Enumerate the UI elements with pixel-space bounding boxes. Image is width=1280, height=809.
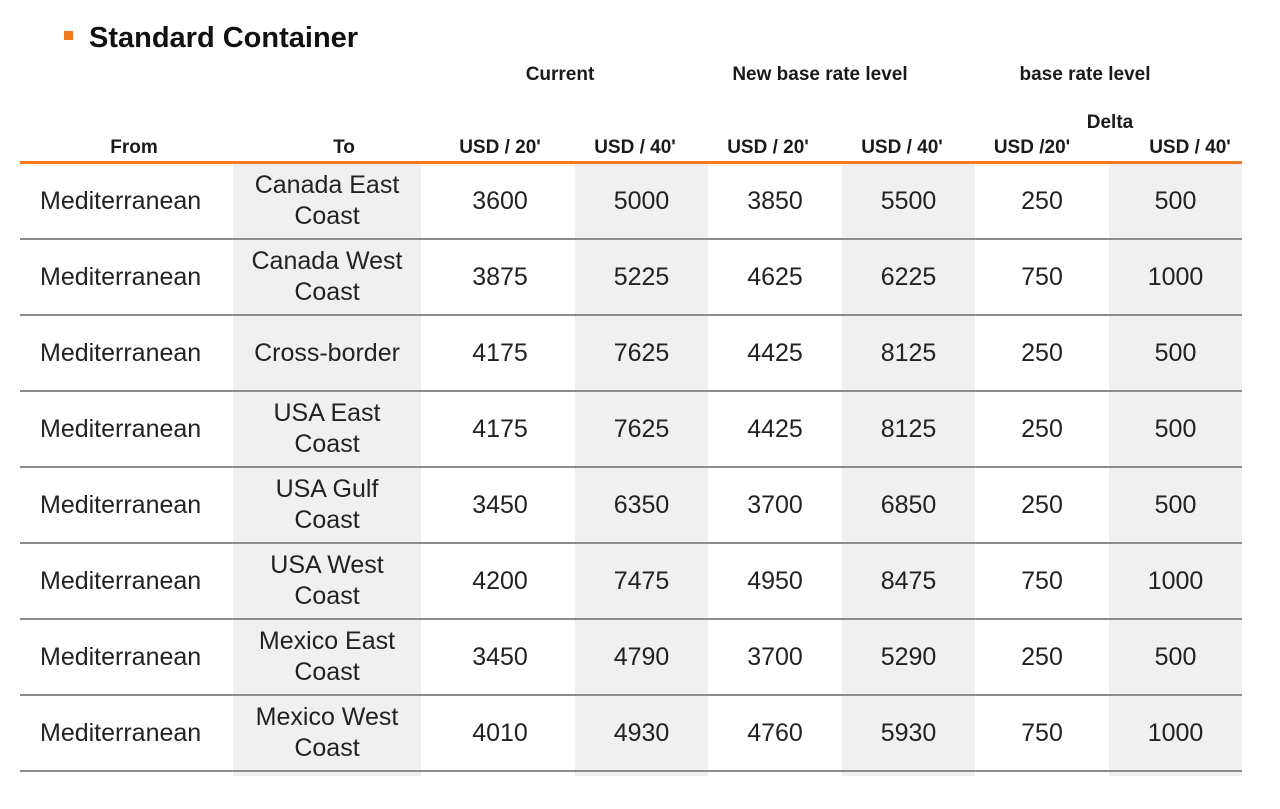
cell-current-usd20: 3450 (472, 642, 528, 671)
header-new-base-rate: New base rate level (732, 64, 908, 85)
cell-new-usd20: 4760 (747, 718, 803, 747)
cell-new-usd20: 3700 (747, 490, 803, 519)
cell-to: Mexico West Coast (255, 703, 399, 762)
cell-from: Mediterranean (40, 414, 202, 443)
table-row: Mediterranean Mexico East Coast 3450 4790 37… (20, 620, 1242, 696)
cell-delta-usd40: 500 (1154, 186, 1197, 215)
cell-current-usd40: 7475 (613, 566, 670, 595)
table-row: Mediterranean USA East Coast 4175 7625 4425 8… (20, 392, 1242, 468)
cell-current-usd40: 5225 (613, 262, 670, 291)
cell-delta-usd20: 250 (1021, 338, 1063, 367)
col-header-new-usd40: USD / 40' (861, 137, 943, 158)
cell-new-usd20: 3700 (747, 642, 803, 671)
cell-new-usd20: 4425 (747, 414, 803, 443)
page-title: Standard Container (89, 22, 359, 54)
cell-delta-usd40: 1000 (1147, 566, 1204, 595)
cell-delta-usd20: 250 (1021, 642, 1063, 671)
cell-delta-usd40: 500 (1154, 490, 1197, 519)
table-row: Mediterranean USA West Coast 4200 7475 4950 8… (20, 544, 1242, 620)
header-current: Current (525, 64, 595, 85)
cell-new-usd40: 6225 (880, 262, 937, 291)
table-row: Mediterranean Mexico West Coast 4010 4930 47… (20, 696, 1242, 772)
cell-new-usd40: 8125 (880, 338, 937, 367)
cell-new-usd20: 4950 (747, 566, 803, 595)
cell-new-usd40: 8475 (880, 566, 937, 595)
cell-current-usd40: 4930 (613, 718, 670, 747)
cell-to: Cross-border (254, 338, 400, 367)
cell-new-usd20: 4625 (747, 262, 803, 291)
col-header-to: To (333, 137, 355, 158)
header-base-rate-level: base rate level (1019, 64, 1151, 85)
cell-current-usd40: 4790 (613, 642, 670, 671)
cell-from: Mediterranean (40, 186, 202, 215)
cell-new-usd20: 3850 (747, 186, 803, 215)
col-header-from: From (110, 137, 158, 158)
cell-from: Mediterranean (40, 338, 202, 367)
cell-delta-usd40: 500 (1154, 338, 1197, 367)
col-header-current-usd40: USD / 40' (594, 137, 676, 158)
table-row: Mediterranean Cross-border 4175 7625 4425 812… (20, 316, 1242, 392)
cell-new-usd40: 5290 (880, 642, 937, 671)
cell-current-usd20: 4175 (472, 338, 528, 367)
cell-current-usd40: 6350 (613, 490, 670, 519)
shade-to-column (233, 164, 421, 776)
title-block: Standard Container (64, 22, 358, 55)
table-row: Mediterranean USA Gulf Coast 3450 6350 3700 6… (20, 468, 1242, 544)
cell-current-usd40: 7625 (613, 414, 670, 443)
cell-from: Mediterranean (40, 566, 202, 595)
header-divider (20, 161, 1242, 164)
shade-delta-40-column (1109, 164, 1242, 776)
cell-current-usd20: 3600 (472, 186, 528, 215)
col-header-new-usd20: USD / 20' (727, 137, 809, 158)
cell-from: Mediterranean (40, 262, 202, 291)
cell-from: Mediterranean (40, 718, 202, 747)
cell-current-usd20: 4200 (472, 566, 528, 595)
cell-new-usd20: 4425 (747, 338, 803, 367)
cell-to: Canada West Coast (251, 247, 403, 306)
cell-current-usd40: 7625 (613, 338, 670, 367)
cell-delta-usd40: 1000 (1147, 262, 1204, 291)
header-delta: Delta (1086, 112, 1134, 133)
cell-delta-usd20: 750 (1021, 262, 1063, 291)
shade-current-40-column (575, 164, 708, 776)
cell-new-usd40: 5930 (880, 718, 937, 747)
cell-current-usd20: 4175 (472, 414, 528, 443)
cell-to: Mexico East Coast (258, 627, 396, 686)
rate-table-body: Mediterranean Canada East Coast 3600 5000 38… (20, 164, 1242, 772)
cell-delta-usd20: 750 (1021, 566, 1063, 595)
cell-to: USA Gulf Coast (275, 475, 379, 534)
cell-to: USA East Coast (273, 399, 381, 458)
cell-new-usd40: 5500 (880, 186, 937, 215)
shade-new-40-column (842, 164, 975, 776)
cell-delta-usd20: 250 (1021, 186, 1063, 215)
cell-from: Mediterranean (40, 642, 202, 671)
cell-delta-usd40: 500 (1154, 642, 1197, 671)
cell-new-usd40: 8125 (880, 414, 937, 443)
cell-current-usd20: 4010 (472, 718, 528, 747)
cell-delta-usd20: 750 (1021, 718, 1063, 747)
cell-current-usd20: 3450 (472, 490, 528, 519)
col-header-delta-usd40: USD / 40' (1149, 137, 1231, 158)
cell-to: USA West Coast (270, 551, 384, 610)
orange-bullet-icon (64, 31, 73, 40)
col-header-current-usd20: USD / 20' (459, 137, 541, 158)
cell-current-usd40: 5000 (613, 186, 670, 215)
cell-delta-usd40: 500 (1154, 414, 1197, 443)
cell-delta-usd20: 250 (1021, 414, 1063, 443)
table-row: Mediterranean Canada West Coast 3875 5225 46… (20, 240, 1242, 316)
cell-delta-usd20: 250 (1021, 490, 1063, 519)
col-header-delta-usd20: USD /20' (993, 137, 1071, 158)
cell-delta-usd40: 1000 (1147, 718, 1204, 747)
cell-from: Mediterranean (40, 490, 202, 519)
cell-to: Canada East Coast (254, 171, 400, 230)
cell-current-usd20: 3875 (472, 262, 528, 291)
table-row: Mediterranean Canada East Coast 3600 5000 38… (20, 164, 1242, 240)
cell-new-usd40: 6850 (880, 490, 937, 519)
